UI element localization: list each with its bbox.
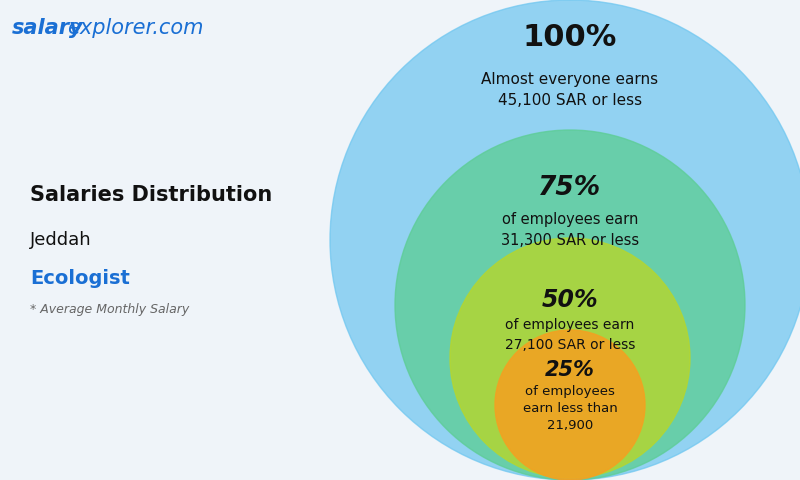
Text: 75%: 75% (538, 175, 602, 201)
Circle shape (450, 238, 690, 478)
Text: of employees earn
27,100 SAR or less: of employees earn 27,100 SAR or less (505, 318, 635, 352)
Text: Salaries Distribution: Salaries Distribution (30, 185, 272, 205)
Text: 25%: 25% (545, 360, 595, 380)
Text: Jeddah: Jeddah (30, 231, 92, 249)
Circle shape (330, 0, 800, 480)
Text: Almost everyone earns
45,100 SAR or less: Almost everyone earns 45,100 SAR or less (482, 72, 658, 108)
Text: of employees earn
31,300 SAR or less: of employees earn 31,300 SAR or less (501, 212, 639, 248)
Text: 50%: 50% (542, 288, 598, 312)
Circle shape (395, 130, 745, 480)
Text: of employees
earn less than
21,900: of employees earn less than 21,900 (522, 384, 618, 432)
Text: Ecologist: Ecologist (30, 268, 130, 288)
Circle shape (495, 330, 645, 480)
Text: salary: salary (12, 18, 84, 38)
Text: 100%: 100% (523, 24, 617, 52)
Text: * Average Monthly Salary: * Average Monthly Salary (30, 303, 190, 316)
Text: explorer.com: explorer.com (67, 18, 203, 38)
